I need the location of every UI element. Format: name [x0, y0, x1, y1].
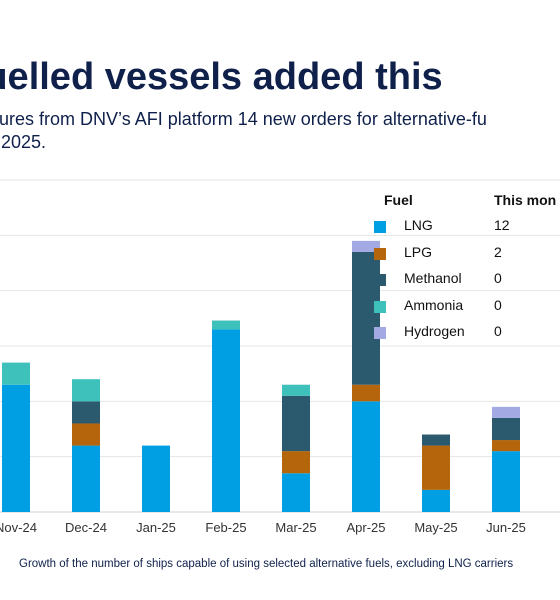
bar-segment-methanol [282, 395, 310, 452]
bar-segment-lng [72, 445, 100, 512]
legend-rows: LNG 12 LPG 2 Methanol 0 Ammonia 0 Hydrogen 0 [372, 214, 560, 347]
legend-item: LNG 12 [372, 214, 560, 241]
legend-item: Methanol 0 [372, 267, 560, 294]
legend-swatch [374, 247, 386, 260]
page-title: e fuelled vessels added this [0, 56, 443, 98]
legend-fuel-label: LNG [404, 217, 433, 233]
bar-segment-ammonia [72, 379, 100, 402]
bar-segment-lpg [492, 440, 520, 452]
legend-swatch [374, 274, 386, 286]
bar-segment-lng [282, 473, 310, 512]
legend-fuel-label: Methanol [404, 270, 462, 286]
page-subtitle: t figures from DNV’s AFI platform 14 new… [0, 108, 560, 154]
legend-header: Fuel This mon [372, 192, 560, 214]
bar-segment-lpg [422, 445, 450, 490]
legend-swatch [374, 327, 386, 339]
legend-item: LPG 2 [372, 241, 560, 268]
bar-segment-ammonia [282, 384, 310, 396]
x-tick-label: May-25 [414, 520, 457, 535]
bar-segment-hydrogen [492, 406, 520, 418]
legend-item: Ammonia 0 [372, 294, 560, 321]
bar-segment-methanol [422, 434, 450, 446]
legend-fuel-label: Hydrogen [404, 323, 465, 339]
bar-segment-ammonia [2, 362, 30, 385]
legend-fuel-count: 0 [494, 296, 502, 313]
legend-fuel-count: 2 [494, 243, 502, 260]
bar-segment-lpg [72, 423, 100, 446]
legend-swatch [374, 221, 386, 233]
bar-segment-lng [212, 329, 240, 512]
legend-fuel-label: LPG [404, 243, 433, 260]
bar-segment-methanol [72, 401, 100, 424]
x-tick-label: Mar-25 [275, 520, 316, 535]
bar-segment-lpg [282, 451, 310, 474]
bar-segment-lng [492, 451, 520, 512]
chart-caption: Growth of the number of ships capable of… [19, 558, 514, 570]
bar-segment-lng [142, 445, 170, 512]
bar-segment-methanol [492, 417, 520, 441]
bar-segment-lpg [352, 384, 380, 402]
legend-fuel-count: 0 [494, 270, 502, 286]
bar-segment-hydrogen [352, 240, 380, 252]
legend-fuel-count: 0 [494, 323, 502, 339]
legend-month-header: This mon [494, 192, 557, 208]
legend-fuel-count: 12 [494, 217, 510, 233]
chart-legend: Fuel This mon LNG 12 LPG 2 Methanol 0 Ammonia 0… [372, 192, 560, 347]
bar-segment-lng [352, 401, 380, 512]
x-tick-label: Jun-25 [486, 520, 526, 535]
chart-bars [2, 240, 520, 512]
chart-x-tick-labels: Nov-24 Dec-24 Jan-25 Feb-25 Mar-25 Apr-25 May-… [0, 520, 526, 535]
x-tick-label: Feb-25 [205, 520, 246, 535]
bar-segment-ammonia [212, 320, 240, 330]
x-tick-label: Dec-24 [65, 520, 107, 535]
x-tick-label: Jan-25 [136, 520, 176, 535]
x-tick-label: Apr-25 [346, 520, 385, 535]
legend-fuel-header: Fuel [384, 192, 413, 208]
legend-item: Hydrogen 0 [372, 320, 560, 347]
bar-segment-lng [422, 489, 450, 512]
legend-fuel-label: Ammonia [404, 296, 464, 313]
bar-segment-lng [2, 384, 30, 512]
legend-swatch [374, 300, 386, 313]
subtitle-text: t figures from DNV’s AFI platform 14 new… [0, 109, 487, 152]
x-tick-label: Nov-24 [0, 520, 37, 535]
